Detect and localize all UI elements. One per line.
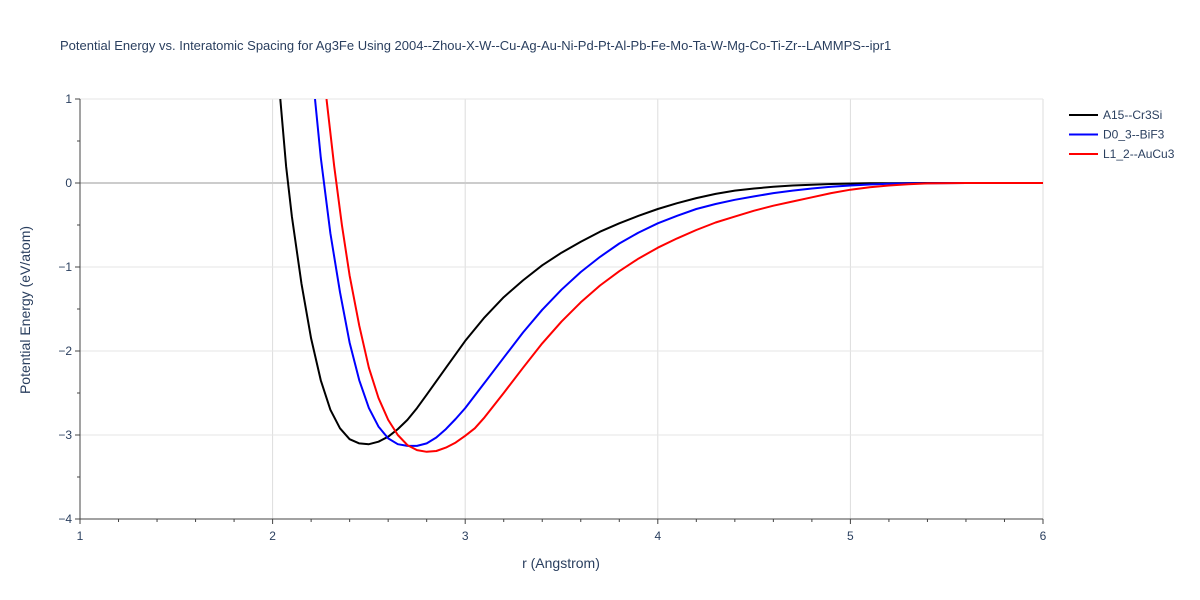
y-tick-labels: 1 0 −1 −2 −3 −4 [58, 92, 72, 526]
x-tick-label: 5 [847, 529, 854, 543]
y-tick-label: 1 [65, 92, 72, 106]
x-tick-label: 1 [77, 529, 84, 543]
legend-item-l1-2-aucu3[interactable]: L1_2--AuCu3 [1069, 147, 1175, 161]
series-line-a15-cr3si[interactable] [279, 99, 1043, 446]
y-tick-label: 0 [65, 176, 72, 190]
y-tick-label: −3 [58, 428, 72, 442]
x-tick-label: 2 [269, 529, 276, 543]
series-line-l1-2-aucu3[interactable] [325, 99, 1044, 453]
y-tick-label: −2 [58, 344, 72, 358]
series-group [279, 99, 1044, 453]
plot-area[interactable] [279, 99, 1044, 453]
y-tick-label: −1 [58, 260, 72, 274]
legend-label: D0_3--BiF3 [1103, 128, 1165, 142]
axes [75, 98, 1044, 524]
legend-item-a15-cr3si[interactable]: A15--Cr3Si [1069, 108, 1162, 122]
x-tick-label: 6 [1040, 529, 1047, 543]
x-axis-title: r (Angstrom) [522, 555, 600, 571]
legend-label: L1_2--AuCu3 [1103, 147, 1175, 161]
legend-item-d0-3-bif3[interactable]: D0_3--BiF3 [1069, 128, 1165, 142]
y-axis-title: Potential Energy (eV/atom) [17, 226, 33, 394]
x-tick-label: 4 [654, 529, 661, 543]
x-tick-label: 3 [462, 529, 469, 543]
legend[interactable]: A15--Cr3Si D0_3--BiF3 L1_2--AuCu3 [1069, 108, 1175, 161]
grid [80, 98, 1044, 519]
series-line-d0-3-bif3[interactable] [314, 99, 1043, 447]
y-tick-label: −4 [58, 512, 72, 526]
x-tick-labels: 1 2 3 4 5 6 [77, 529, 1047, 543]
chart-title: Potential Energy vs. Interatomic Spacing… [60, 38, 891, 53]
legend-label: A15--Cr3Si [1103, 108, 1162, 122]
